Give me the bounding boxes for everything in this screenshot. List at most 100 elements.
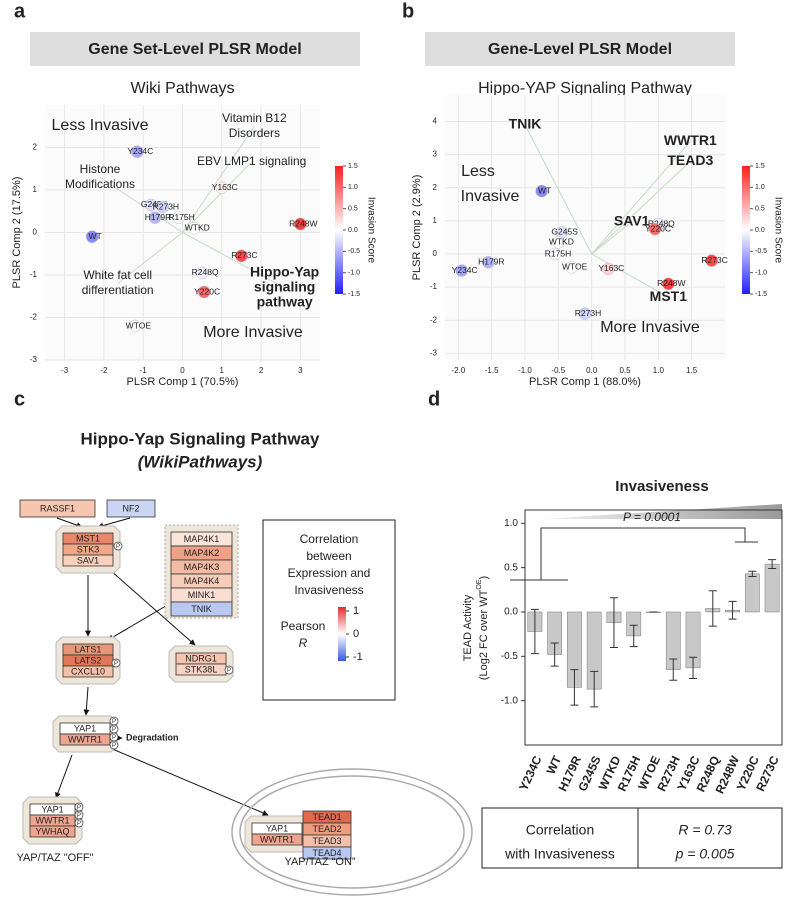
y-axis-label: (Log2 FC over WTOE) bbox=[476, 576, 490, 680]
phospho-label: P bbox=[114, 661, 118, 667]
error-bar bbox=[708, 590, 717, 627]
y-tick-label: -0.5 bbox=[501, 651, 519, 662]
phospho-label: P bbox=[77, 821, 81, 827]
gene-box bbox=[106, 499, 156, 518]
panel-letter: b bbox=[402, 0, 414, 22]
x-tick-label: 0 bbox=[180, 366, 185, 375]
legend-title: Invasiveness bbox=[294, 583, 363, 597]
gene-label: YAP1 bbox=[41, 804, 63, 814]
colorbar-label: Invasion Score bbox=[365, 197, 376, 264]
loading-label: Hippo-Yap bbox=[250, 263, 319, 279]
y-tick-label: 1.0 bbox=[504, 518, 518, 529]
point-label: R248Q bbox=[648, 218, 675, 228]
x-tick-label: -1.5 bbox=[485, 366, 499, 375]
sample-point bbox=[482, 256, 495, 269]
gene-label: MAP4K4 bbox=[184, 576, 220, 586]
y-tick-label: 1 bbox=[433, 216, 438, 225]
point-label: G245S bbox=[141, 199, 168, 209]
legend-box bbox=[262, 519, 396, 701]
x-axis-label: PLSR Comp 1 (70.5%) bbox=[127, 376, 239, 388]
loading-vector bbox=[524, 124, 593, 255]
loading-vector bbox=[591, 141, 691, 255]
point-label: G245S bbox=[551, 227, 578, 237]
panel-header: Gene Set-Level PLSR Model bbox=[88, 41, 301, 58]
diagram-label: YAP/TAZ “ON” bbox=[284, 856, 355, 868]
loading-label: TNIK bbox=[509, 116, 542, 132]
y-axis-label: PLSR Comp 2 (17.5%) bbox=[11, 177, 23, 289]
point-label: R175H bbox=[545, 248, 571, 258]
loading-label: Disorders bbox=[229, 126, 280, 140]
gene-label: YAP1 bbox=[266, 823, 288, 833]
panel-letter: c bbox=[14, 388, 25, 410]
y-tick-label: 2 bbox=[33, 143, 38, 152]
legend-tick-label: -1 bbox=[353, 651, 363, 663]
y-tick-label: 0.5 bbox=[504, 562, 518, 573]
chart-title: Invasiveness bbox=[615, 478, 708, 495]
gene-label: SAV1 bbox=[77, 555, 99, 565]
invasiveness-gradient bbox=[540, 504, 782, 519]
point-label: R273H bbox=[153, 201, 179, 211]
point-label: R248W bbox=[657, 278, 685, 288]
gene-box bbox=[251, 833, 303, 846]
gene-label: MINK1 bbox=[188, 590, 216, 600]
point-label: R175H bbox=[168, 212, 194, 222]
loading-vector bbox=[591, 221, 632, 255]
phospho-marker bbox=[109, 740, 119, 750]
bar bbox=[744, 573, 760, 613]
y-tick-label: -3 bbox=[30, 355, 38, 364]
sample-point bbox=[148, 211, 162, 224]
header-box bbox=[425, 32, 735, 66]
y-tick-label: 2 bbox=[433, 183, 438, 192]
phospho-label: P bbox=[227, 668, 231, 674]
colorbar-tick-label: -1.5 bbox=[755, 291, 767, 298]
point-label: Y220C bbox=[645, 223, 671, 233]
x-tick-label: Y234C bbox=[516, 753, 544, 792]
gene-label: LATS1 bbox=[75, 644, 102, 654]
annotation: Less bbox=[461, 163, 495, 180]
gene-box bbox=[62, 665, 114, 678]
loading-label: TEAD3 bbox=[667, 152, 713, 168]
pathway-arrows bbox=[55, 517, 269, 816]
phospho-label: P bbox=[112, 727, 116, 733]
nucleus-outer bbox=[231, 768, 473, 896]
y-tick-label: 0.0 bbox=[504, 607, 518, 618]
loading-vector bbox=[591, 160, 691, 255]
gene-label: YWHAQ bbox=[35, 826, 69, 836]
sample-point bbox=[602, 262, 615, 276]
y-tick-label: -1.0 bbox=[501, 695, 519, 706]
gene-label: LATS2 bbox=[75, 655, 102, 665]
point-label: Y163C bbox=[212, 182, 238, 192]
point-label: R273C bbox=[231, 250, 257, 260]
point-label: WTOE bbox=[126, 320, 152, 330]
correlation-text: with Invasiveness bbox=[504, 846, 615, 862]
diagram-label: Degradation bbox=[126, 732, 179, 742]
sample-point bbox=[648, 222, 662, 236]
sample-point bbox=[129, 319, 142, 333]
loading-vector bbox=[182, 161, 252, 233]
gene-label: MAP4K2 bbox=[184, 548, 220, 558]
sample-point bbox=[535, 184, 548, 198]
y-axis-label-sup: OE bbox=[476, 579, 483, 589]
correlation-text: Correlation bbox=[526, 822, 594, 838]
significance-bracket bbox=[510, 527, 758, 581]
sample-point bbox=[195, 266, 209, 280]
correlation-box bbox=[481, 807, 783, 869]
gene-label: MAP4K1 bbox=[184, 534, 220, 544]
point-label: Y220C bbox=[194, 286, 220, 296]
colorbar-tick-label: -1.0 bbox=[348, 270, 360, 277]
loading-label: EBV LMP1 signaling bbox=[197, 154, 306, 168]
colorbar-tick-label: 0.5 bbox=[755, 206, 765, 213]
colorbar-label: Invasion Score bbox=[772, 197, 783, 264]
gene-box bbox=[29, 825, 76, 838]
colorbar bbox=[335, 166, 343, 294]
x-tick-label: 1.5 bbox=[686, 366, 698, 375]
correlation-text: p = 0.005 bbox=[675, 846, 735, 862]
gene-label: WWTR1 bbox=[36, 815, 70, 825]
sample-point bbox=[131, 145, 144, 158]
point-label: R248Q bbox=[192, 267, 219, 277]
error-bar bbox=[590, 670, 599, 708]
x-tick-label: 3 bbox=[298, 366, 303, 375]
y-axis-label: PLSR Comp 2 (2.9%) bbox=[411, 175, 423, 281]
loading-label: MST1 bbox=[650, 288, 688, 304]
